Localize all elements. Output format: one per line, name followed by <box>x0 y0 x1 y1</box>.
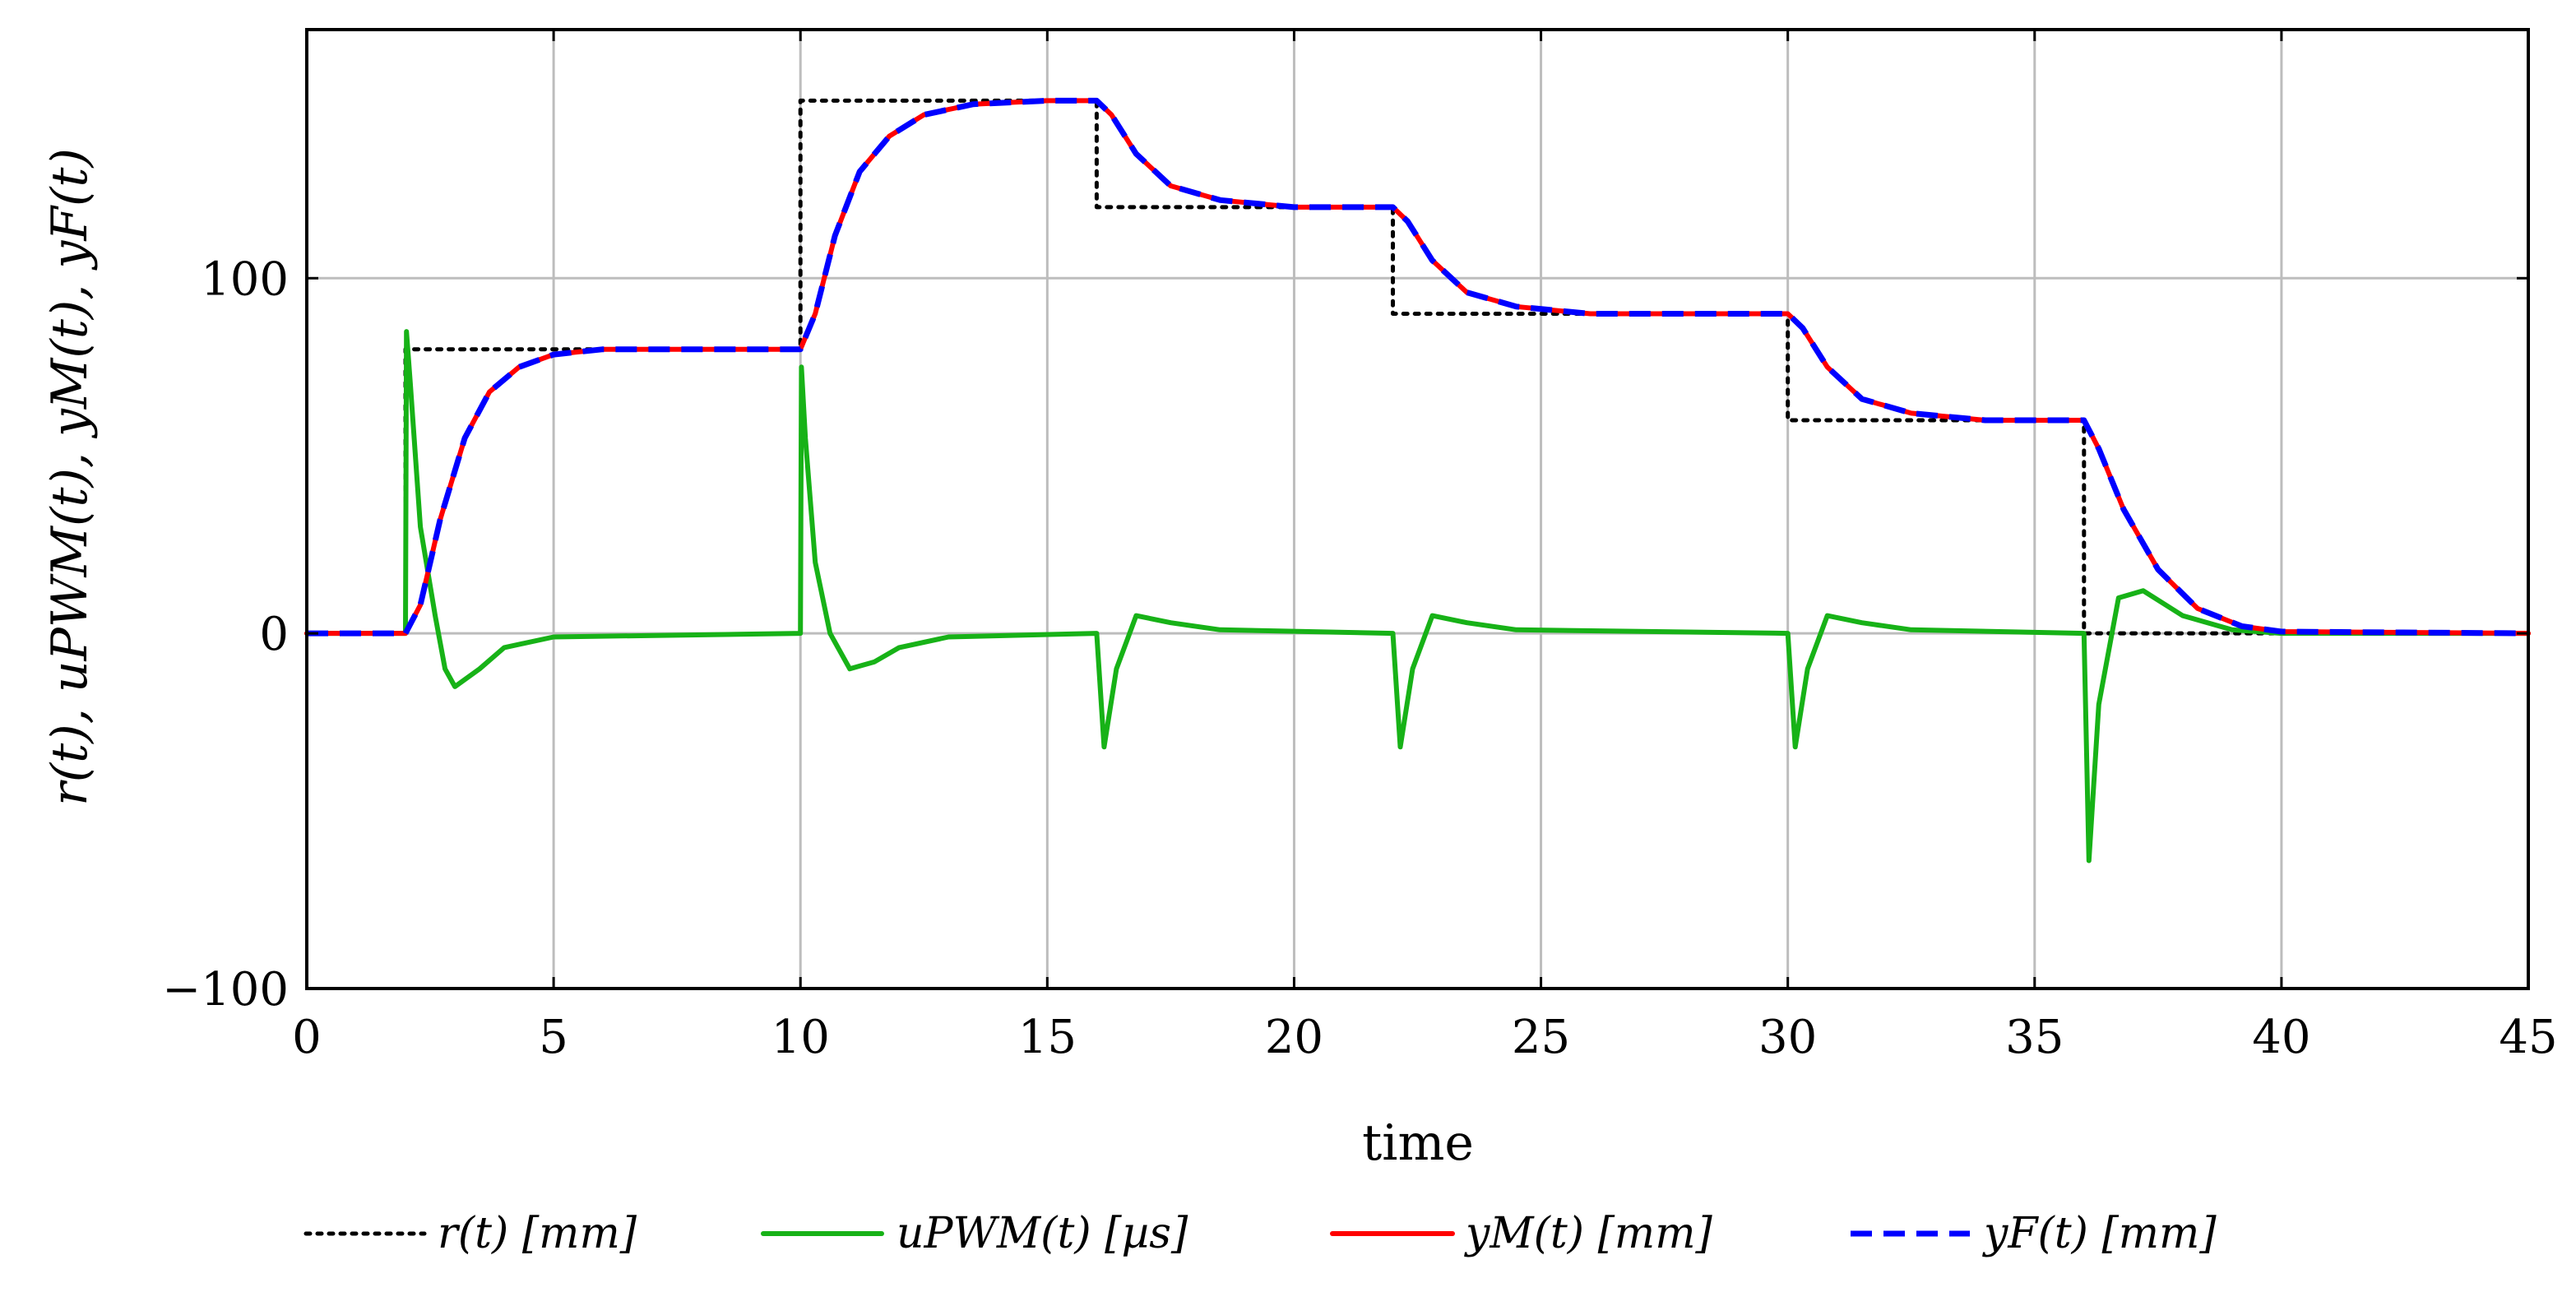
x-tick-label: 15 <box>1018 1011 1077 1064</box>
x-tick-label: 0 <box>292 1011 322 1064</box>
legend-label-yf: yF(t) [mm] <box>1982 1209 2217 1258</box>
legend: r(t) [mm] uPWM(t) [µs] yM(t) [mm] yF(t) … <box>303 1209 2217 1258</box>
series-layer <box>304 97 2531 864</box>
legend-label-r: r(t) [mm] <box>438 1209 637 1258</box>
legend-label-ym: yM(t) [mm] <box>1464 1209 1713 1258</box>
x-tick-label: 45 <box>2499 1011 2557 1064</box>
y-tick-label: −100 <box>162 963 289 1016</box>
y-tick-label: 100 <box>201 252 289 306</box>
x-tick-label: 5 <box>539 1011 568 1064</box>
series-yf <box>307 97 2529 637</box>
x-tick-label: 30 <box>1758 1011 1817 1064</box>
series-ym <box>304 98 2531 637</box>
legend-label-upwm: uPWM(t) [µs] <box>897 1209 1188 1258</box>
x-tick-label: 20 <box>1265 1011 1323 1064</box>
x-axis-label: time <box>1362 1114 1474 1172</box>
grid <box>307 30 2528 989</box>
series-r <box>304 98 2531 636</box>
plot-frame <box>305 28 2530 990</box>
x-tick-label: 40 <box>2252 1011 2310 1064</box>
y-axis-label: r(t), uPWM(t), yM(t), yF(t) <box>41 148 99 806</box>
legend-item-r: r(t) [mm] <box>303 1209 637 1258</box>
x-tick-label: 35 <box>2005 1011 2064 1064</box>
legend-item-yf: yF(t) [mm] <box>1851 1209 2217 1258</box>
legend-item-ym: yM(t) [mm] <box>1330 1209 1713 1258</box>
legend-item-upwm: uPWM(t) [µs] <box>761 1209 1188 1258</box>
series-upwm <box>304 329 2531 864</box>
x-tick-label: 10 <box>771 1011 830 1064</box>
y-tick-label: 0 <box>259 608 289 661</box>
x-tick-label: 25 <box>1512 1011 1570 1064</box>
